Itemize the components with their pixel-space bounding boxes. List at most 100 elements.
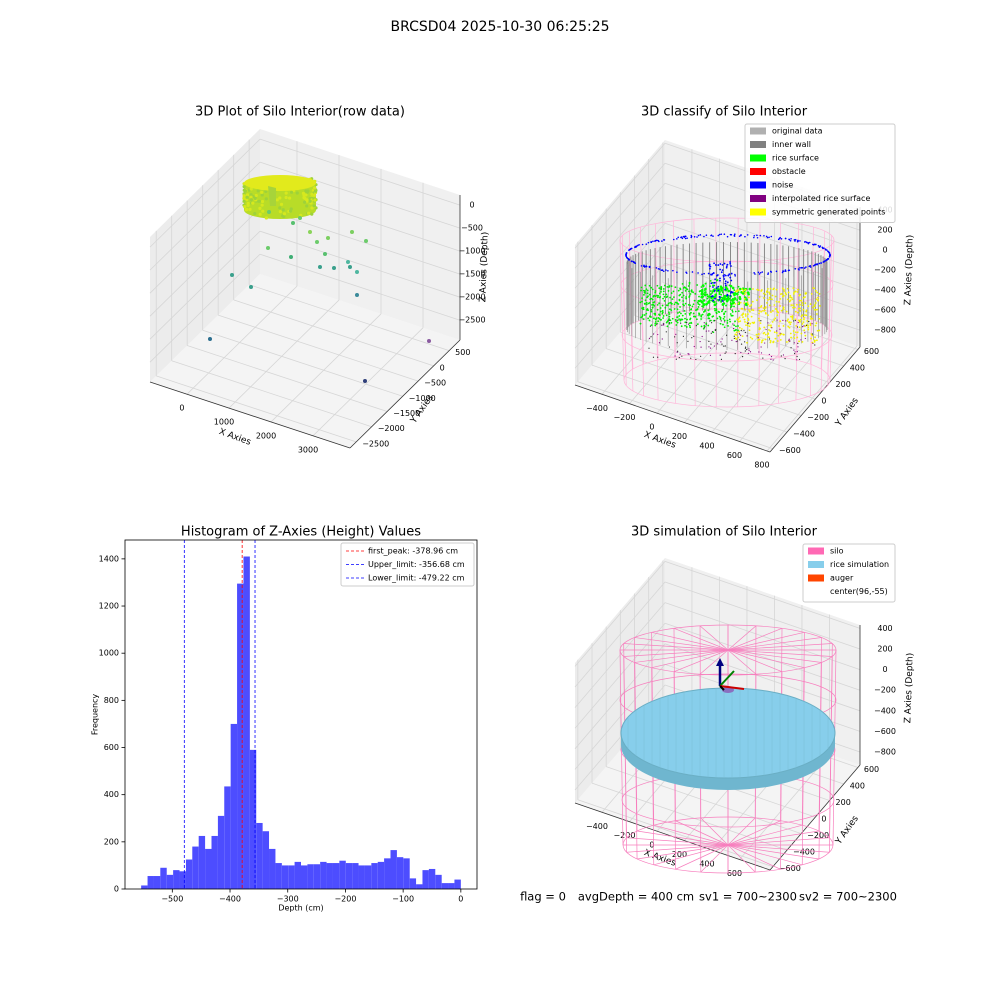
decor-point — [348, 265, 352, 269]
decor-point — [258, 206, 262, 211]
decor-point — [798, 319, 801, 322]
silo-spoke — [675, 844, 729, 870]
decor-point — [740, 334, 742, 336]
silo-ring — [622, 816, 834, 874]
decor-point — [731, 309, 734, 312]
decor-point — [670, 301, 672, 304]
silo-spoke — [651, 649, 729, 669]
grid-line — [149, 161, 261, 271]
legend-label: Upper_limit: -356.68 cm — [368, 560, 465, 569]
silo-wire — [758, 219, 761, 355]
z-axis-label: Z Axies (Depth) — [903, 653, 915, 724]
decor-point — [656, 284, 659, 287]
decor-point — [691, 337, 693, 339]
decor-point — [772, 341, 775, 344]
decor-point — [355, 270, 359, 274]
decor-point — [246, 203, 250, 207]
decor-point — [799, 267, 801, 269]
decor-point — [699, 234, 702, 236]
decor-point — [798, 269, 800, 271]
decor-point — [686, 318, 688, 321]
decor-point — [700, 300, 704, 304]
decor-point — [718, 298, 721, 301]
decor-point — [793, 306, 796, 309]
auger-hub — [722, 687, 734, 693]
y-axis-label: Frequency — [91, 694, 100, 736]
decor-point — [804, 240, 806, 243]
decor-point — [816, 313, 818, 315]
decor-point — [803, 325, 805, 327]
decor-point — [764, 293, 767, 296]
decor-point — [697, 272, 699, 274]
decor-point — [656, 294, 658, 297]
decor-point — [684, 317, 686, 320]
x-axis-line — [574, 384, 771, 453]
decor-point — [779, 298, 782, 300]
decor-point — [745, 298, 748, 301]
bar — [396, 857, 404, 889]
decor-point — [298, 216, 302, 220]
decor-point — [688, 290, 690, 293]
z-tick-label: 0 — [882, 665, 887, 674]
decor-point — [735, 341, 737, 343]
bar — [230, 723, 238, 889]
decor-point — [758, 338, 761, 341]
decor-point — [249, 193, 253, 197]
decor-point — [757, 339, 759, 341]
decor-point — [729, 262, 732, 265]
decor-point — [654, 295, 657, 298]
decor-point — [680, 236, 682, 239]
decor-point — [696, 323, 699, 326]
silo-wire — [655, 223, 659, 360]
decor-point — [787, 269, 790, 272]
decor-point — [688, 281, 691, 284]
decor-point — [710, 322, 713, 324]
decor-point — [744, 331, 746, 334]
decor-point — [651, 298, 654, 301]
bar — [217, 815, 225, 889]
decor-point — [308, 230, 312, 234]
decor-point — [278, 196, 282, 200]
decor-point — [792, 304, 794, 307]
decor-point — [790, 347, 792, 349]
decor-point — [736, 292, 739, 296]
decor-point — [724, 280, 727, 283]
decor-point — [651, 303, 653, 306]
decor-point — [687, 285, 690, 287]
decor-point — [747, 323, 749, 325]
decor-point — [667, 269, 669, 272]
bar — [339, 860, 346, 889]
decor-point — [726, 263, 729, 266]
decor-point — [768, 304, 771, 307]
decor-point — [760, 320, 762, 322]
decor-point — [685, 297, 688, 300]
decor-point — [740, 328, 743, 330]
grid-line — [574, 643, 666, 750]
decor-point — [742, 313, 744, 316]
decor-point — [662, 270, 665, 273]
bar — [320, 861, 327, 889]
grid-line — [574, 622, 666, 729]
y-tick-label: −400 — [793, 430, 815, 439]
decor-point — [640, 289, 643, 292]
z-tick-label: −2500 — [458, 316, 485, 325]
legend-swatch — [750, 141, 766, 148]
decor-point — [773, 287, 775, 290]
decor-point — [826, 249, 828, 251]
decor-point — [677, 236, 680, 239]
decor-point — [653, 312, 656, 315]
bar — [435, 874, 442, 889]
decor-point — [719, 263, 722, 265]
decor-point — [684, 237, 687, 240]
decor-point — [754, 273, 756, 275]
decor-point — [796, 326, 799, 328]
decor-point — [647, 302, 650, 305]
decor-point — [681, 355, 683, 357]
decor-point — [729, 276, 732, 279]
decor-point — [713, 303, 717, 307]
decor-point — [719, 318, 722, 320]
decor-point — [793, 333, 796, 336]
decor-point — [646, 292, 649, 295]
decor-point — [808, 241, 811, 244]
decor-point — [810, 337, 812, 340]
